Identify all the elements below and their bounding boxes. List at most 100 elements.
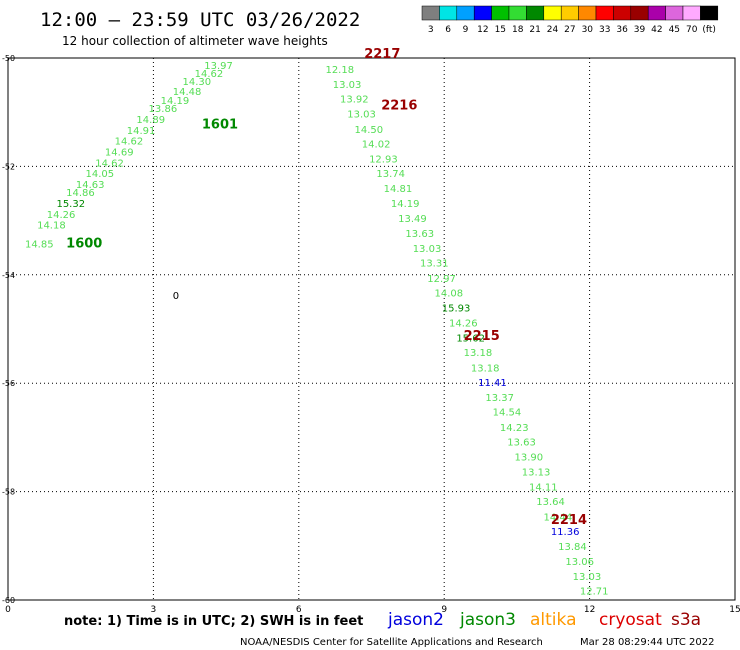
- y-tick-label: -60: [2, 596, 15, 605]
- scale-swatch: [439, 5, 458, 21]
- swh-value-label: 11.36: [551, 527, 580, 538]
- swh-value-label: 13.37: [485, 393, 514, 404]
- swh-value-label: 14.91: [127, 126, 156, 137]
- swh-value-label: 15.93: [442, 304, 471, 315]
- scale-swatch: [595, 5, 614, 21]
- swh-value-label: 11.41: [478, 378, 507, 389]
- swh-value-label: 13.31: [420, 259, 449, 270]
- footer-credit: NOAA/NESDIS Center for Satellite Applica…: [240, 637, 543, 648]
- swh-value-label: 14.02: [362, 139, 391, 150]
- x-tick-label: 3: [151, 605, 157, 615]
- y-tick-label: -50: [2, 54, 15, 63]
- swh-value-label: 13.18: [471, 363, 500, 374]
- isolated-mark: 0: [173, 291, 179, 302]
- swh-value-label: 13.03: [333, 80, 362, 91]
- scale-label: 70: [686, 25, 698, 35]
- scale-swatch: [421, 5, 440, 21]
- x-tick-label: 12: [584, 605, 595, 615]
- scale-swatch: [491, 5, 510, 21]
- scale-swatch: [456, 5, 475, 21]
- y-tick-label: -54: [2, 271, 15, 280]
- swh-value-label: 14.48: [173, 87, 202, 98]
- swh-value-label: 14.08: [435, 288, 464, 299]
- swh-value-label: 13.63: [405, 229, 434, 240]
- swh-value-label: 13.63: [507, 438, 536, 449]
- pass-number-label: 2216: [381, 98, 417, 113]
- scale-swatch: [700, 5, 719, 21]
- swh-value-label: 14.44: [544, 512, 573, 523]
- scale-swatch: [665, 5, 684, 21]
- chart-subtitle: 12 hour collection of altimeter wave hei…: [62, 34, 328, 48]
- scale-swatch: [560, 5, 579, 21]
- swh-value-label: 13.97: [204, 61, 233, 72]
- scale-label: 15: [495, 25, 506, 35]
- scale-swatch: [473, 5, 492, 21]
- swh-value-label: 15.32: [56, 199, 85, 210]
- scale-swatch: [508, 5, 527, 21]
- scale-label: 24: [547, 25, 559, 35]
- scale-swatch: [543, 5, 562, 21]
- scale-label: 9: [463, 25, 469, 35]
- swh-value-label: 14.19: [161, 96, 190, 107]
- pass-number-label: 2215: [464, 329, 500, 344]
- swh-value-label: 14.62: [95, 158, 124, 169]
- footer-timestamp: Mar 28 08:29:44 UTC 2022: [580, 637, 715, 648]
- axis-labels: 0 3 6 9 12 15 -50 -52 -54 -56 -58 -60: [2, 54, 740, 615]
- pass-number-label: 2214: [551, 513, 587, 528]
- swh-value-label: 14.26: [449, 318, 478, 329]
- swh-value-label: 13.49: [398, 214, 427, 225]
- swh-value-label: 14.62: [115, 137, 144, 148]
- plot-frame: [7, 57, 736, 601]
- swh-value-label: 14.11: [529, 483, 558, 494]
- swh-value-label: 13.13: [522, 467, 551, 478]
- scale-label: 18: [512, 25, 524, 35]
- swh-value-label: 12.18: [325, 65, 354, 76]
- scale-label: 3: [428, 25, 434, 35]
- swh-value-label: 13.84: [558, 542, 587, 553]
- legend-entry-altika: altika: [530, 610, 577, 630]
- swh-value-label: 13.74: [376, 169, 405, 180]
- swh-value-label: 13.03: [413, 244, 442, 255]
- swh-value-label: 14.50: [355, 125, 384, 136]
- legend-entry-cryosat: cryosat: [599, 610, 662, 630]
- swh-value-label: 14.23: [500, 423, 529, 434]
- pass-number-label: 1601: [202, 117, 238, 132]
- swh-value-label: 13.86: [149, 104, 178, 115]
- swh-value-label: 12.93: [369, 155, 398, 166]
- plot-points: 14.8514.1814.2615.3214.8614.6314.0514.62…: [25, 61, 609, 598]
- scale-swatch: [613, 5, 632, 21]
- swh-value-label: 13.18: [464, 348, 493, 359]
- swh-value-label: 14.85: [25, 240, 54, 251]
- scale-label: 6: [445, 25, 451, 35]
- legend-entry-jason3: jason3: [459, 610, 516, 630]
- y-tick-label: -52: [2, 162, 15, 171]
- swh-value-label: 14.18: [37, 221, 66, 232]
- scale-label: 30: [582, 25, 594, 35]
- swh-value-label: 13.64: [536, 497, 565, 508]
- swh-value-label: 13.06: [565, 557, 594, 568]
- scale-swatch: [682, 5, 701, 21]
- swh-value-label: 14.62: [195, 69, 224, 80]
- pass-number-label: 1600: [66, 237, 102, 252]
- scale-label: 36: [616, 25, 628, 35]
- scale-label: 42: [651, 25, 662, 35]
- legend-entry-s3a: s3a: [671, 610, 701, 630]
- scale-swatch: [630, 5, 649, 21]
- scale-label: (ft): [702, 25, 716, 35]
- swh-value-label: 14.26: [47, 210, 76, 221]
- satellite-legend: jason2 jason3 altika cryosat s3a: [387, 610, 701, 630]
- scale-label: 12: [477, 25, 488, 35]
- swh-value-label: 13.90: [514, 453, 543, 464]
- swh-value-label: 13.03: [347, 110, 376, 121]
- swh-value-label: 14.19: [391, 199, 420, 210]
- pass-labels: 1600 1601 2217 2216 2215 2214: [66, 47, 587, 528]
- y-tick-label: -56: [2, 379, 15, 388]
- color-scale: 3 6 9 12 15 18 21 24 27 30 33 36 39 42 45 70 (ft): [421, 5, 719, 35]
- x-tick-label: 0: [5, 605, 11, 615]
- chart-title: 12:00 – 23:59 UTC 03/26/2022: [40, 9, 360, 31]
- plot-grid: [7, 57, 736, 601]
- scale-swatch: [647, 5, 666, 21]
- swh-value-label: 14.69: [105, 148, 134, 159]
- swh-value-label: 15.62: [456, 333, 485, 344]
